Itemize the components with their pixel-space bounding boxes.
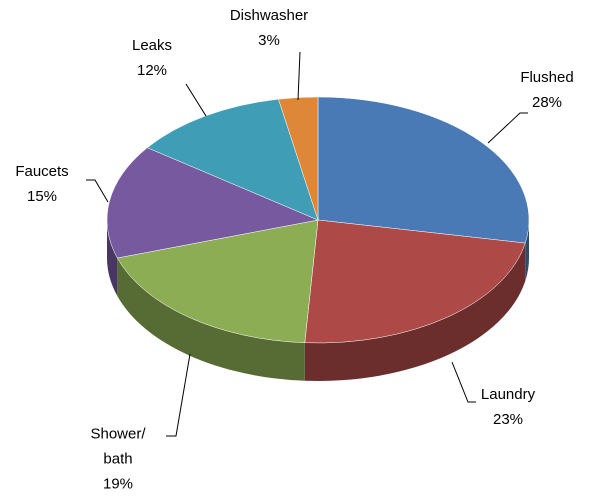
slice-label: Dishwasher 3% <box>230 3 308 53</box>
slice <box>146 98 319 221</box>
slice <box>116 219 319 344</box>
slice-label: Flushed 28% <box>520 65 573 115</box>
slice-side <box>107 220 118 297</box>
value-label: 19% <box>102 475 134 493</box>
category-label: Shower/ bath <box>90 425 146 468</box>
slice-side <box>304 243 526 382</box>
value-label: 3% <box>258 32 280 49</box>
category-label: Laundry <box>480 386 536 403</box>
slice <box>317 96 530 244</box>
category-label: Faucets <box>15 163 69 180</box>
slice-label: Faucets 15% <box>15 159 68 209</box>
slice-label: Laundry 23% <box>481 382 535 432</box>
pie-sides <box>107 220 529 382</box>
slice <box>106 147 319 259</box>
pie-tops <box>106 96 530 344</box>
leader-line <box>166 353 191 437</box>
slice-label: Shower/ bath 19% <box>86 422 150 497</box>
leader-line <box>451 361 476 403</box>
leader-line <box>487 112 528 144</box>
slice-side <box>525 220 529 282</box>
leader-line <box>86 179 109 203</box>
slice <box>304 219 526 344</box>
leader-line <box>185 83 207 117</box>
category-label: Dishwasher <box>229 7 309 24</box>
value-label: 12% <box>136 62 168 79</box>
leader-line <box>297 51 301 101</box>
slice-side <box>117 258 305 381</box>
slice-label: Leaks 12% <box>132 33 172 83</box>
value-label: 15% <box>26 188 58 205</box>
category-label: Flushed <box>520 69 574 86</box>
category-label: Leaks <box>131 37 173 54</box>
value-label: 23% <box>492 411 524 428</box>
value-label: 28% <box>531 94 563 111</box>
